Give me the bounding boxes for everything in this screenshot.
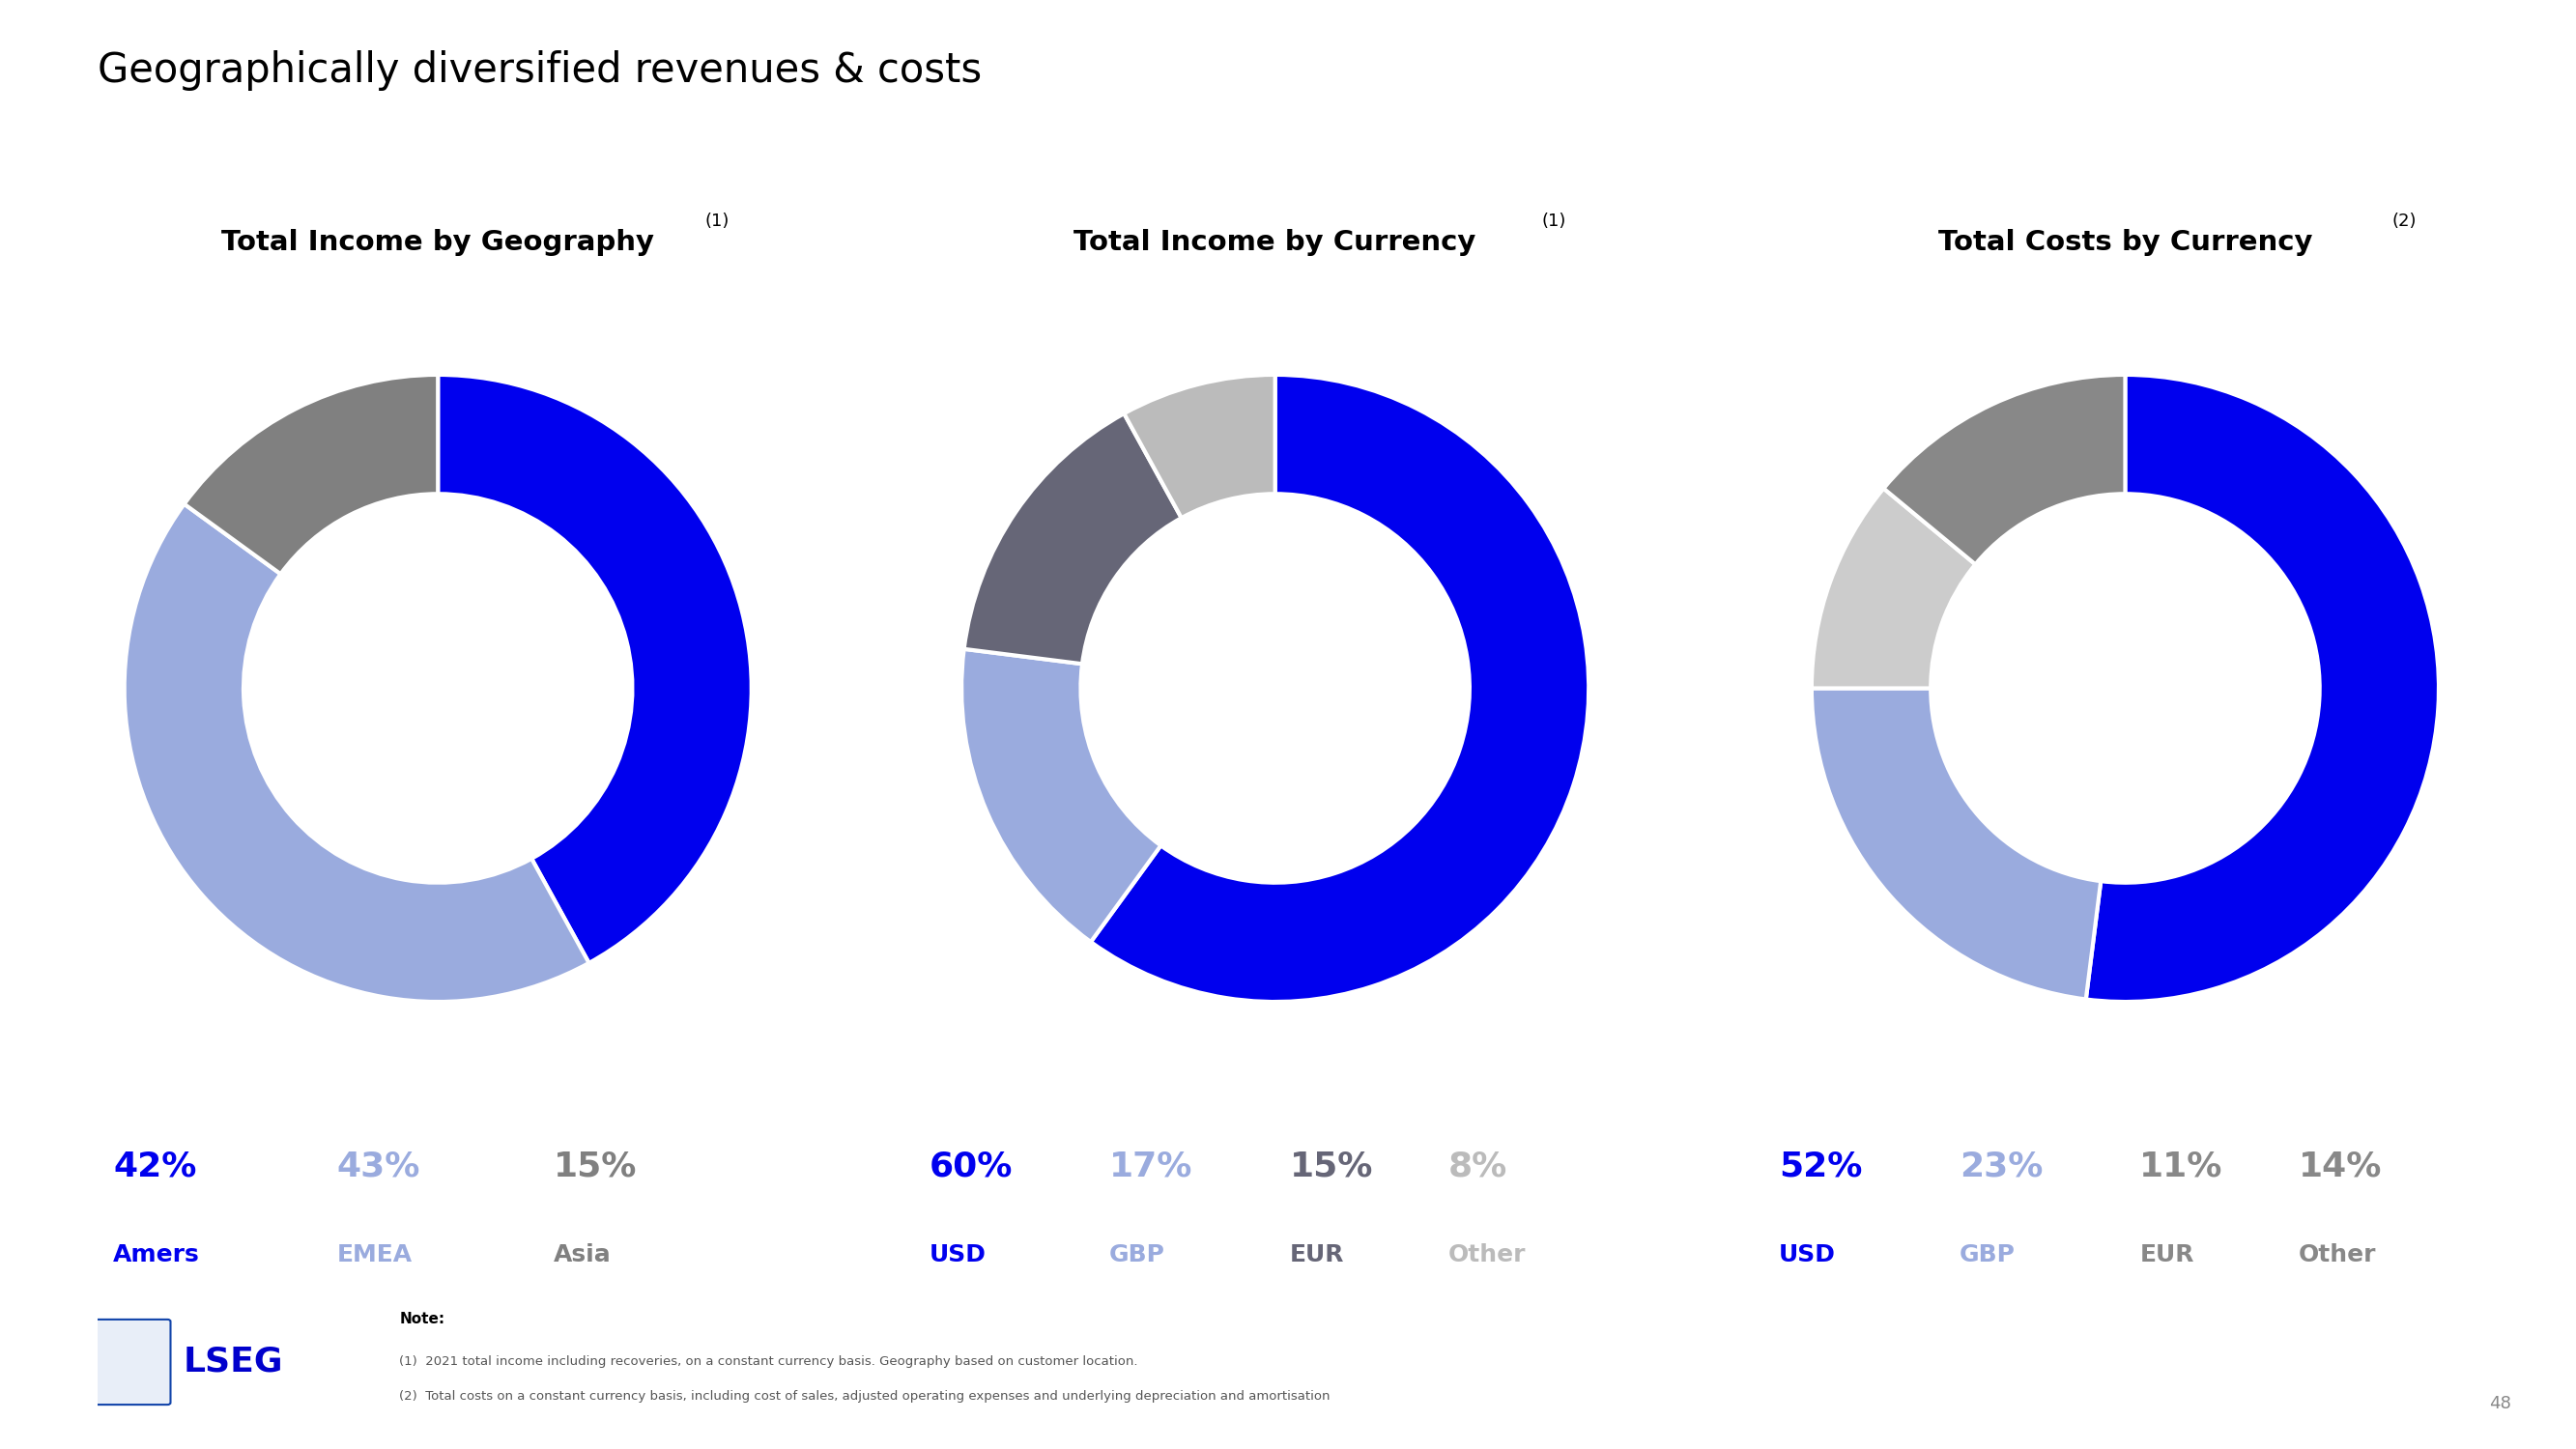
Text: (1): (1)	[1543, 213, 1566, 230]
Text: 43%: 43%	[337, 1149, 420, 1182]
Wedge shape	[1811, 688, 2102, 1000]
Text: 17%: 17%	[1110, 1149, 1193, 1182]
Text: USD: USD	[1780, 1243, 1837, 1266]
Wedge shape	[1123, 375, 1275, 517]
Text: (1)  2021 total income including recoveries, on a constant currency basis. Geogr: (1) 2021 total income including recoveri…	[399, 1355, 1139, 1368]
Wedge shape	[963, 413, 1182, 664]
Text: 14%: 14%	[2298, 1149, 2383, 1182]
Text: Note:: Note:	[399, 1311, 446, 1326]
Text: 42%: 42%	[113, 1149, 196, 1182]
Wedge shape	[1883, 375, 2125, 564]
Text: Total Income by Currency: Total Income by Currency	[1074, 229, 1476, 255]
Text: 48: 48	[2488, 1395, 2512, 1413]
Text: EUR: EUR	[2141, 1243, 2195, 1266]
Text: 60%: 60%	[930, 1149, 1012, 1182]
Text: LSEG: LSEG	[183, 1346, 283, 1378]
FancyBboxPatch shape	[95, 1320, 170, 1404]
Text: 23%: 23%	[1960, 1149, 2043, 1182]
Text: GBP: GBP	[1110, 1243, 1164, 1266]
Wedge shape	[961, 649, 1162, 942]
Text: EUR: EUR	[1291, 1243, 1345, 1266]
Text: Other: Other	[2298, 1243, 2375, 1266]
Wedge shape	[2087, 375, 2439, 1001]
Text: Geographically diversified revenues & costs: Geographically diversified revenues & co…	[98, 51, 981, 91]
Wedge shape	[124, 504, 590, 1001]
Text: Total Costs by Currency: Total Costs by Currency	[1937, 229, 2313, 255]
Text: 15%: 15%	[554, 1149, 636, 1182]
Text: (1): (1)	[706, 213, 729, 230]
Wedge shape	[1811, 488, 1976, 688]
Text: (2): (2)	[2393, 213, 2416, 230]
Wedge shape	[185, 375, 438, 574]
Text: GBP: GBP	[1960, 1243, 2014, 1266]
Text: Total Income by Geography: Total Income by Geography	[222, 229, 654, 255]
Wedge shape	[438, 375, 752, 964]
Text: EMEA: EMEA	[337, 1243, 412, 1266]
Text: USD: USD	[930, 1243, 987, 1266]
Text: 8%: 8%	[1448, 1149, 1507, 1182]
Text: (2)  Total costs on a constant currency basis, including cost of sales, adjusted: (2) Total costs on a constant currency b…	[399, 1390, 1329, 1403]
Text: 15%: 15%	[1291, 1149, 1373, 1182]
Text: 11%: 11%	[2141, 1149, 2223, 1182]
Text: 52%: 52%	[1780, 1149, 1862, 1182]
Text: Other: Other	[1448, 1243, 1525, 1266]
Wedge shape	[1090, 375, 1589, 1001]
Text: Amers: Amers	[113, 1243, 201, 1266]
Text: Asia: Asia	[554, 1243, 611, 1266]
